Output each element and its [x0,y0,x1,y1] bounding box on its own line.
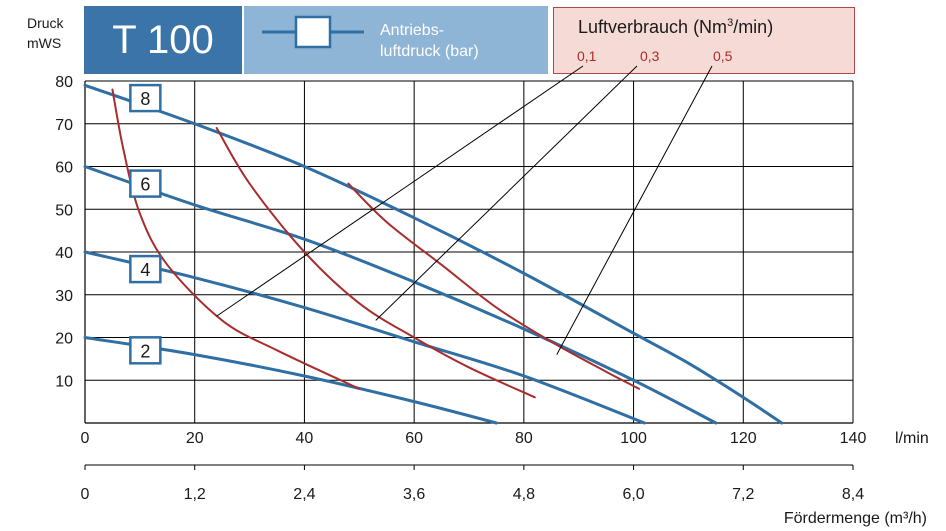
air-title-end: /min) [733,17,774,37]
air-consumption-curve [215,127,536,399]
y-tick-label: 80 [55,74,73,91]
pressure-label-box [129,336,162,365]
x-tick-label: 20 [186,430,204,447]
air-title-sup: 3 [727,17,734,29]
x-tick-label: 100 [620,430,647,447]
x-tick-label: 40 [296,430,314,447]
air-title-main: Luftverbrauch (Nm [578,17,728,37]
legend-label-line2: luftdruck (bar) [380,43,479,60]
leader-line [375,65,638,321]
y-tick-label: 70 [55,117,73,134]
pressure-label: 6 [140,175,150,195]
x-unit-label: l/min [895,430,929,447]
pressure-curve [83,83,784,425]
air-consumption-curve [347,182,641,390]
y-tick-label: 20 [55,331,73,348]
secondary-x-axis-title: Fördermenge (m³/h) [784,510,927,527]
y-tick-label: 60 [55,160,73,177]
x-tick-label: 120 [730,430,757,447]
model-title: T 100 [112,17,214,62]
secondary-x-tick-label: 7,2 [732,486,754,503]
pressure-curve [83,165,718,425]
air-value-label: 0,5 [713,48,733,64]
y-axis-label-line1: Druck [27,15,64,31]
x-tick-label: 80 [515,430,533,447]
legend-label-line1: Antriebs- [380,22,445,39]
x-tick-label: 60 [405,430,423,447]
pressure-curve [83,250,647,425]
legend-box [244,6,548,74]
y-tick-label: 50 [55,202,73,219]
x-tick-label: 140 [840,430,867,447]
y-tick-label: 40 [55,245,73,262]
secondary-x-tick-label: 8,4 [842,486,864,503]
air-consumption-box [553,7,855,74]
legend-label: Antriebs- luftdruck (bar) [380,20,479,62]
secondary-x-tick-label: 2,4 [293,486,315,503]
air-value-label: 0,1 [577,48,597,64]
air-consumption-curve [111,88,361,390]
secondary-x-tick-label: 3,6 [403,486,425,503]
air-consumption-title: Luftverbrauch (Nm3/min) [578,17,773,38]
y-tick-label: 30 [55,288,73,305]
secondary-x-tick-label: 4,8 [513,486,535,503]
secondary-x-tick-label: 1,2 [184,486,206,503]
secondary-x-tick-label: 6,0 [622,486,644,503]
model-box [84,6,242,74]
pressure-label-box [129,83,162,113]
secondary-x-tick-label: 0 [81,486,90,503]
pressure-label-box [129,169,162,198]
pressure-label: 4 [140,260,150,280]
x-tick-label: 0 [81,430,90,447]
y-axis-label-line2: mWS [27,35,62,51]
pressure-label: 8 [140,89,150,109]
leader-line [216,65,584,317]
pressure-label: 2 [140,341,150,361]
leader-line [556,65,713,355]
pressure-label-box [129,254,162,284]
air-value-label: 0,3 [640,48,660,64]
y-tick-label: 10 [55,373,73,390]
